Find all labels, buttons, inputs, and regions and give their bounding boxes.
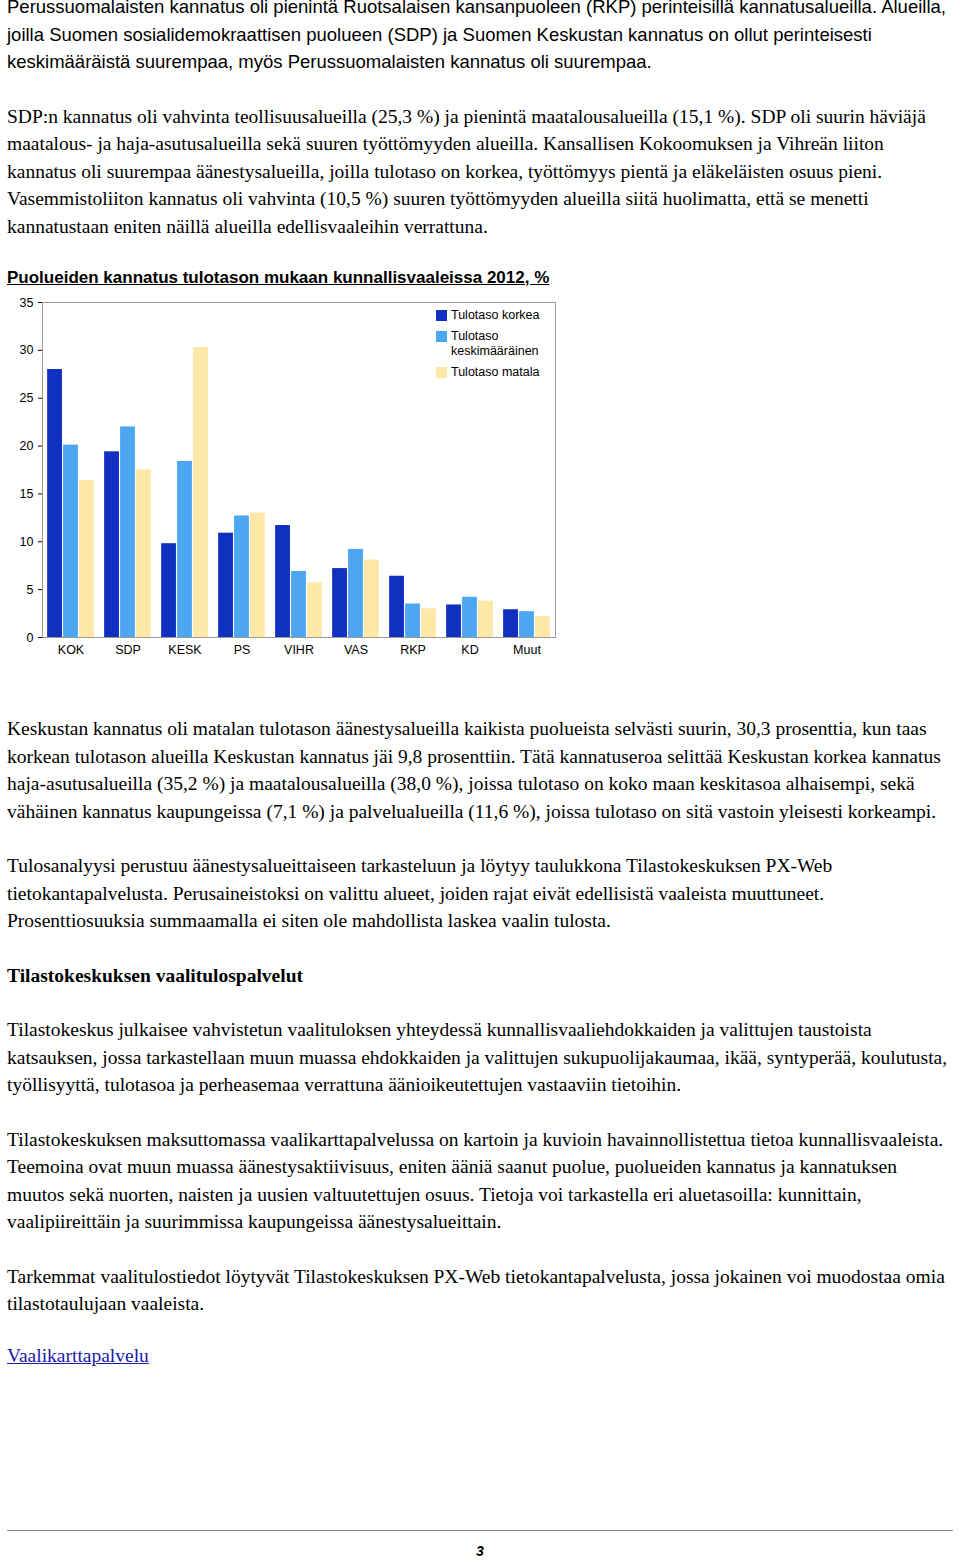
svg-text:5: 5: [27, 583, 34, 597]
html-text:3: 3: [476, 1543, 484, 1559]
svg-text:KESK: KESK: [168, 643, 202, 657]
svg-text:15: 15: [20, 487, 34, 501]
svg-text:VAS: VAS: [344, 643, 368, 657]
svg-text:VIHR: VIHR: [284, 643, 314, 657]
html-text:Tilastokeskus julkaisee vahvis: Tilastokeskus julkaisee vahvistetun vaal…: [7, 1019, 948, 1095]
svg-text:30: 30: [20, 343, 34, 357]
html-text:Tulotaso keskimääräinen: Tulotaso keskimääräinen: [451, 329, 539, 358]
html-text:Tilastokeskuksen vaalitulospal: Tilastokeskuksen vaalitulospalvelut: [7, 964, 303, 986]
html-text:Tulosanalyysi perustuu äänesty: Tulosanalyysi perustuu äänestysalueittai…: [7, 855, 833, 931]
svg-text:PS: PS: [234, 643, 251, 657]
svg-text:Muut: Muut: [513, 643, 541, 657]
html-text:Tulotaso korkea: Tulotaso korkea: [451, 308, 540, 322]
html-text:Tulotaso matala: Tulotaso matala: [451, 365, 540, 379]
svg-text:35: 35: [20, 296, 34, 310]
svg-text:10: 10: [20, 535, 34, 549]
html-text:Puolueiden kannatus tulotason: Puolueiden kannatus tulotason mukaan kun…: [7, 268, 550, 287]
svg-text:KOK: KOK: [58, 643, 85, 657]
svg-text:KD: KD: [461, 643, 478, 657]
svg-text:SDP: SDP: [115, 643, 141, 657]
html-text:Keskustan kannatus oli matalan: Keskustan kannatus oli matalan tulotason…: [7, 718, 941, 822]
svg-text:20: 20: [20, 439, 34, 453]
svg-text:25: 25: [20, 391, 34, 405]
html-text:Vaalikarttapalvelu: Vaalikarttapalvelu: [7, 1344, 149, 1366]
html-text:Tilastokeskuksen maksuttomassa: Tilastokeskuksen maksuttomassa vaalikart…: [7, 1128, 944, 1232]
html-text:Tarkemmat vaalitulostiedot löy: Tarkemmat vaalitulostiedot löytyvät Tila…: [7, 1265, 945, 1314]
svg-text:RKP: RKP: [400, 643, 426, 657]
svg-text:0: 0: [27, 631, 34, 645]
html-text:SDP:n kannatus oli vahvinta te: SDP:n kannatus oli vahvinta teollisuusal…: [7, 105, 926, 237]
